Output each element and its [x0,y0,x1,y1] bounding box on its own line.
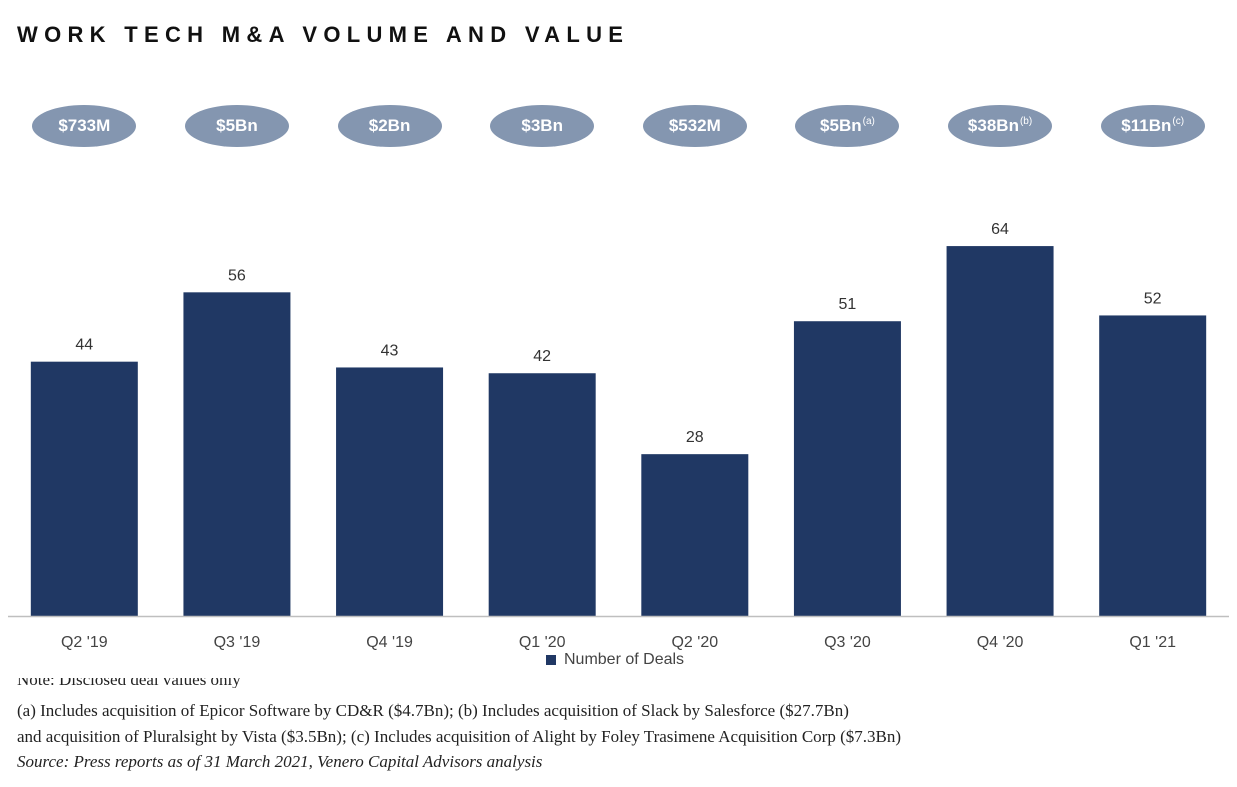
bar [946,246,1054,616]
deal-value-text: $2Bn [368,116,411,135]
data-label: 42 [533,348,551,365]
deal-value-badge: $5Bn (a) [795,105,900,147]
deal-value-text: $532M [668,116,721,135]
data-label: 64 [991,221,1009,238]
deal-value-text: $5Bn [820,116,862,135]
x-tick-label: Q1 '21 [1129,634,1176,650]
legend-label: Number of Deals [564,651,685,668]
bar [183,292,291,616]
footnote-line-1: (a) Includes acquisition of Epicor Softw… [17,701,849,720]
chart-title: WORK TECH M&A VOLUME AND VALUE [17,22,630,47]
x-tick-label: Q4 '19 [366,634,413,650]
bar [641,454,749,616]
deal-value-text: $11Bn [1121,116,1172,135]
note-partial: Note: Disclosed deal values only [17,678,317,688]
bar [30,361,138,616]
legend: Number of Deals [546,651,684,669]
deal-value-footnote-marker: (a) [862,115,875,127]
data-label: 44 [75,337,93,354]
deal-value-text: $38Bn [967,116,1019,135]
data-label: 56 [228,267,246,284]
legend-swatch [546,655,556,665]
deal-value-badge: $5Bn [184,105,289,147]
footnote-line-2: and acquisition of Pluralsight by Vista … [17,727,902,746]
deal-value-text: $3Bn [521,116,563,135]
data-label: 51 [839,296,857,313]
data-label: 43 [381,342,399,359]
bar [1099,315,1207,616]
deal-value-badge: $733M [32,105,137,147]
deal-value-text: $5Bn [216,116,258,135]
deal-value-badge: $3Bn [490,105,595,147]
deal-value-footnote-marker: (c) [1172,115,1185,127]
deal-value-text: $733M [58,116,111,135]
source-note: Source: Press reports as of 31 March 202… [17,752,543,771]
x-tick-label: Q2 '19 [61,634,108,650]
bar [488,373,596,616]
x-tick-label: Q3 '19 [214,634,261,650]
x-tick-label: Q4 '20 [977,634,1024,650]
deal-value-badge: $38Bn (b) [948,105,1053,147]
x-tick-label: Q1 '20 [519,634,566,650]
x-tick-label: Q3 '20 [824,634,871,650]
deal-value-badge: $2Bn [337,105,442,147]
x-tick-label: Q2 '20 [671,634,718,650]
deal-value-badge: $532M [642,105,747,147]
bar-chart: 44 Q2 '19 56 Q3 '19 43 Q4 '19 42 Q1 '20 28 Q2 '20… [8,221,1229,650]
data-label: 52 [1144,290,1162,307]
bar [793,321,901,616]
note-partial-text: Note: Disclosed deal values only [17,678,241,688]
deal-value-footnote-marker: (b) [1019,115,1033,127]
data-label: 28 [686,429,704,446]
deal-value-badge: $11Bn (c) [1100,105,1205,147]
bar [336,367,444,616]
